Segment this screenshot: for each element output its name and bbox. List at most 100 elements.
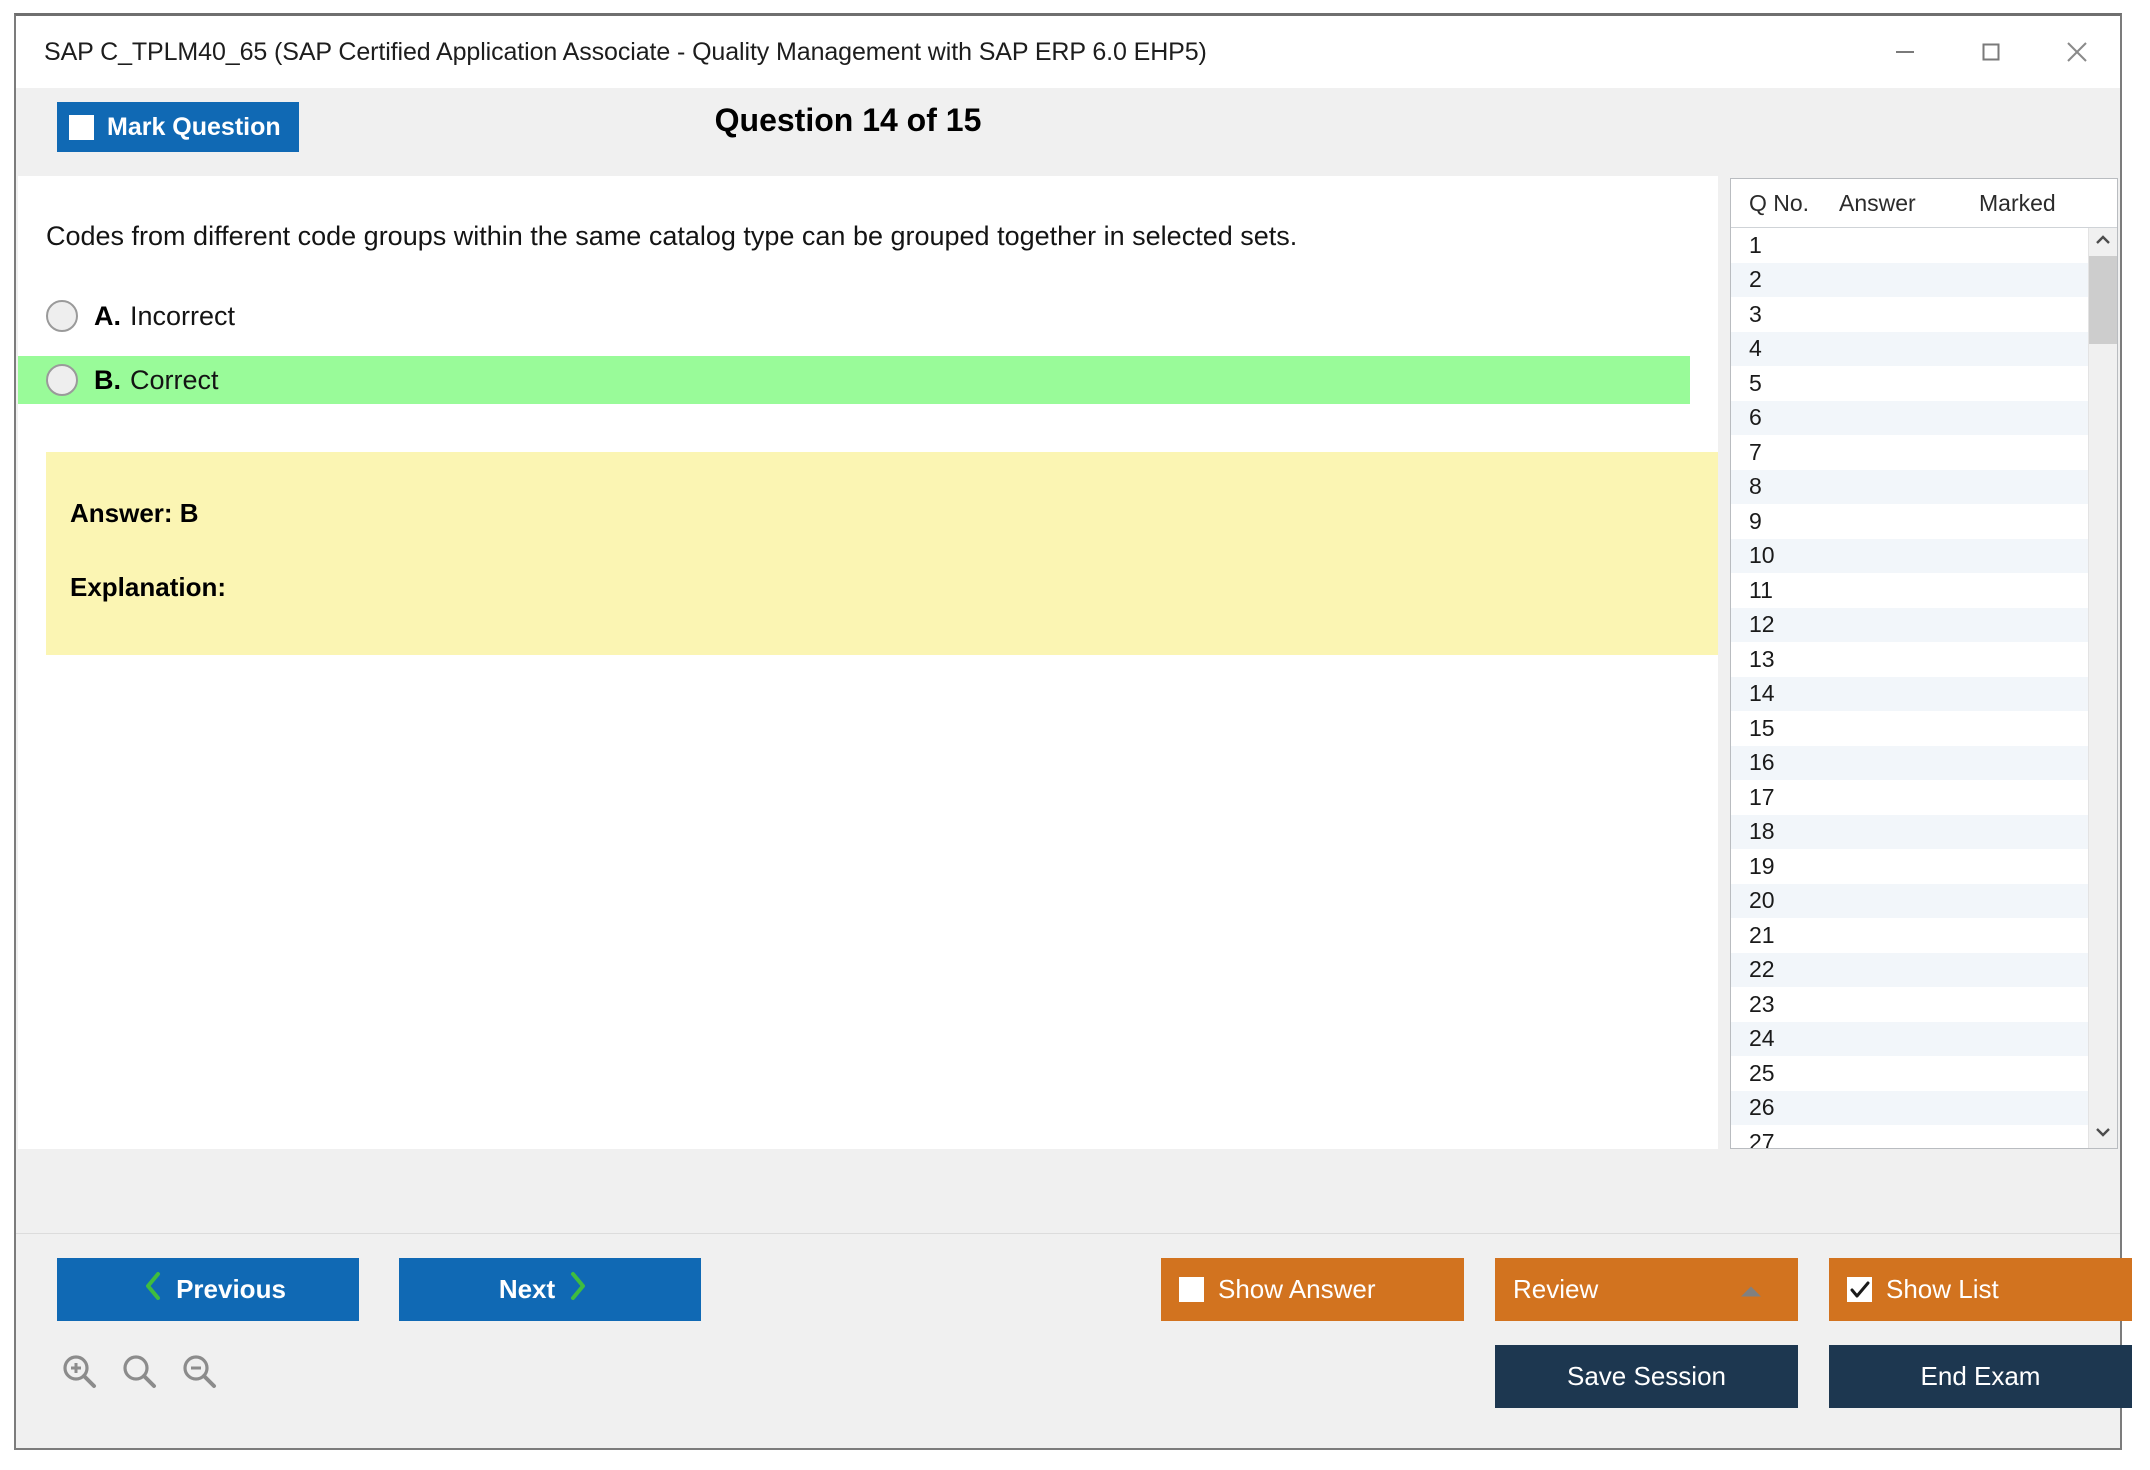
chevron-left-icon [144,1271,162,1308]
end-exam-label: End Exam [1920,1361,2041,1391]
cell-qno: 27 [1749,1128,1775,1148]
scroll-up-button[interactable] [2089,228,2117,256]
zoom-in-icon[interactable] [60,1352,100,1397]
table-row[interactable]: 11 [1731,573,2088,608]
table-row[interactable]: 3 [1731,297,2088,332]
question-list-panel: Q No. Answer Marked 1 2 3 4 5 6 7 8 9 10 11 12 13 14 1… [1730,178,2118,1149]
chevron-down-icon [2094,1125,2112,1143]
table-row[interactable]: 23 [1731,987,2088,1022]
radio-option-a[interactable] [46,300,78,333]
list-scrollbar[interactable] [2088,228,2117,1148]
cell-qno: 23 [1749,990,1775,1017]
cell-qno: 14 [1749,680,1775,707]
show-answer-checkbox[interactable] [1179,1277,1204,1302]
show-answer-label: Show Answer [1218,1274,1376,1304]
table-row[interactable]: 17 [1731,780,2088,815]
option-row-b[interactable]: B. Correct [18,356,1690,405]
answer-label: Answer: B [70,498,199,529]
table-row[interactable]: 5 [1731,366,2088,401]
cell-qno: 25 [1749,1059,1775,1086]
cell-qno: 5 [1749,369,1762,396]
option-a-text: Incorrect [130,300,236,331]
maximize-button[interactable] [1948,16,2034,88]
cell-qno: 15 [1749,714,1775,741]
cell-qno: 9 [1749,507,1762,534]
cell-qno: 13 [1749,645,1775,672]
cell-qno: 11 [1749,576,1773,603]
options-list: A. Incorrect B. Correct [18,292,1718,405]
table-row[interactable]: 18 [1731,814,2088,849]
radio-option-b[interactable] [46,364,78,397]
zoom-reset-icon[interactable] [120,1352,160,1397]
table-row[interactable]: 9 [1731,504,2088,539]
table-row[interactable]: 4 [1731,331,2088,366]
column-header-marked: Marked [1979,189,2056,216]
mark-question-button[interactable]: Mark Question [57,102,299,152]
zoom-out-icon[interactable] [180,1352,220,1397]
table-row[interactable]: 14 [1731,676,2088,711]
cell-qno: 16 [1749,749,1775,776]
table-row[interactable]: 21 [1731,918,2088,953]
cell-qno: 4 [1749,335,1762,362]
table-row[interactable]: 13 [1731,642,2088,677]
cell-qno: 26 [1749,1094,1775,1121]
review-dropdown[interactable]: Review [1495,1258,1798,1321]
table-row[interactable]: 2 [1731,262,2088,297]
table-row[interactable]: 26 [1731,1090,2088,1125]
table-row[interactable]: 16 [1731,745,2088,780]
previous-button[interactable]: Previous [57,1258,359,1321]
table-row[interactable]: 6 [1731,400,2088,435]
table-row[interactable]: 24 [1731,1021,2088,1056]
table-row[interactable]: 8 [1731,469,2088,504]
option-row-a[interactable]: A. Incorrect [18,292,1718,340]
table-row[interactable]: 15 [1731,711,2088,746]
table-row[interactable]: 19 [1731,849,2088,884]
mark-question-checkbox[interactable] [69,114,94,140]
save-session-label: Save Session [1567,1361,1726,1391]
question-toolbar: Mark Question Question 14 of 15 [16,88,2120,176]
option-b-letter: B. [94,364,121,395]
option-b-text: Correct [130,364,219,395]
show-list-label: Show List [1886,1274,1999,1304]
chevron-right-icon [569,1271,587,1308]
table-row[interactable]: 25 [1731,1056,2088,1091]
scroll-down-button[interactable] [2089,1120,2117,1148]
close-button[interactable] [2034,16,2120,88]
minimize-button[interactable] [1862,16,1948,88]
table-row[interactable]: 12 [1731,607,2088,642]
column-header-answer: Answer [1839,189,1916,216]
table-row[interactable]: 7 [1731,435,2088,470]
table-row[interactable]: 1 [1731,228,2088,263]
cell-qno: 3 [1749,300,1762,327]
table-row[interactable]: 22 [1731,952,2088,987]
minimize-icon [1892,39,1918,65]
cell-qno: 1 [1749,231,1762,258]
save-session-button[interactable]: Save Session [1495,1345,1798,1408]
cell-qno: 22 [1749,956,1775,983]
question-list-header: Q No. Answer Marked [1731,179,2117,228]
table-row[interactable]: 27 [1731,1125,2088,1148]
window-controls [1862,16,2120,88]
cell-qno: 8 [1749,473,1762,500]
cell-qno: 17 [1749,783,1775,810]
show-list-button[interactable]: Show List [1829,1258,2132,1321]
check-icon [1850,1281,1869,1297]
question-rows: 1 2 3 4 5 6 7 8 9 10 11 12 13 14 15 16 17 18 19 20 21 22 23 24 2… [1731,228,2088,1148]
next-button[interactable]: Next [399,1258,701,1321]
table-row[interactable]: 10 [1731,538,2088,573]
end-exam-button[interactable]: End Exam [1829,1345,2132,1408]
scrollbar-thumb[interactable] [2089,256,2117,344]
show-list-checkbox[interactable] [1847,1277,1872,1302]
next-label: Next [498,1274,556,1304]
cell-qno: 20 [1749,887,1775,914]
mark-question-label: Mark Question [107,112,281,141]
title-bar: SAP C_TPLM40_65 (SAP Certified Applicati… [16,16,2120,88]
question-list-body: 1 2 3 4 5 6 7 8 9 10 11 12 13 14 15 16 17 18 19 20 21 22 23 24 2… [1731,228,2117,1148]
cell-qno: 18 [1749,818,1775,845]
table-row[interactable]: 20 [1731,883,2088,918]
bottom-toolbar: Previous Next Show Answer Review [16,1233,2132,1448]
chevron-up-icon [2094,233,2112,251]
column-header-qno: Q No. [1749,189,1810,216]
show-answer-button[interactable]: Show Answer [1161,1258,1464,1321]
cell-qno: 21 [1749,921,1775,948]
